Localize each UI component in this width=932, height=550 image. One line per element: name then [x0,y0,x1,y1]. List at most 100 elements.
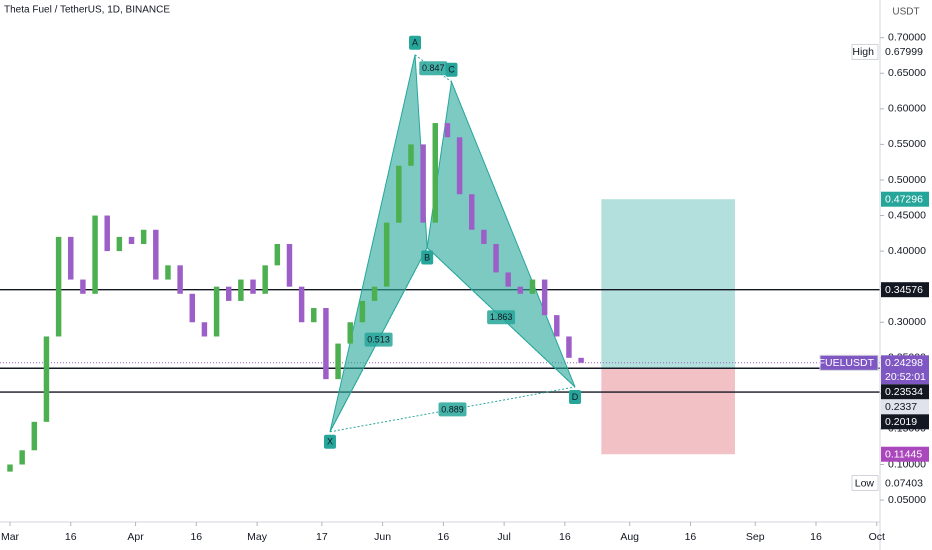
price-tag-label: 0.47296 [885,193,923,205]
price-tag-box [881,399,929,415]
candle-body [432,123,439,223]
pattern-point-label: D [572,392,579,402]
price-tag-box [881,282,929,298]
target-zone [601,199,736,369]
candle-body [7,464,13,472]
candle-body [31,421,38,451]
x-tick-label: Oct [869,531,885,543]
x-tick-label: Mar [1,531,20,543]
candle-body [116,236,123,252]
pattern-point-label: X [327,437,333,447]
candle-body [298,286,305,323]
side-tag-label: Low [855,477,875,489]
stop-zone [601,368,736,455]
x-tick-label: 16 [65,531,77,543]
ratio-label: 0.513 [367,335,390,345]
pattern-point-box [409,35,422,50]
plot-area: X A B C D 0.513 0.847 1.863 0.889 [0,35,880,472]
candle-body [517,286,524,294]
price-tag-box [881,191,929,207]
candle-body [225,286,232,301]
candle-body [189,293,195,323]
candle-body [128,236,135,244]
price-tag-label: 0.2337 [885,401,917,413]
candle-body [19,450,25,465]
price-tag-box [881,414,929,430]
candle-body [165,265,171,280]
candle-body [468,194,475,230]
ratio-label: 0.889 [441,404,464,414]
ratio-box [438,402,467,417]
candle-body [493,243,499,273]
candle-body [92,215,98,294]
price-tag-label: 0.23534 [885,386,923,398]
candle-body [140,229,147,244]
price-tag-box [881,446,929,462]
candle-body [177,265,183,294]
candle-body [456,137,463,195]
candle-body [554,315,560,337]
x-tick-label: May [247,531,268,543]
pattern-point-box [421,250,434,265]
candle-body [213,286,220,337]
x-tick-label: Apr [127,531,144,543]
x-tick-label: Aug [620,531,639,543]
candle-body [529,279,536,294]
ratio-box [487,310,516,325]
candle-body [43,336,50,422]
candle-body [383,222,390,287]
candle-body [359,300,366,323]
candle-body [396,165,402,223]
x-tick-label: Jul [497,531,510,543]
candle-body [505,272,511,287]
candle-body [250,279,256,294]
x-tick-label: Jun [374,531,391,543]
y-tick-label: 0.45000 [888,209,926,221]
candle-body [408,144,414,166]
x-tick-label: 16 [559,531,571,543]
pattern-point-box [445,62,458,77]
candle-body [578,357,584,363]
candle-body [323,308,329,380]
pattern-point-label: C [448,65,455,75]
side-tag-box [851,43,879,60]
y-tick-label: 0.05000 [888,494,926,506]
x-tick-label: 16 [190,531,202,543]
price-tag-box [881,355,929,371]
pattern-point-box [323,434,336,449]
candle-body [153,229,159,280]
x-tick-label: 17 [316,531,328,543]
chart-title: Theta Fuel / TetherUS, 1D, BINANCE [4,5,170,16]
candle-body [371,286,378,301]
candle-body [55,236,62,337]
pattern-ratio-line [414,54,452,83]
candle-body [420,144,426,223]
x-tick-label: 16 [685,531,697,543]
y-tick-label: 0.70000 [888,31,926,43]
price-tag-label: 0.2019 [885,416,917,428]
candle-body [80,279,86,294]
y-tick-label: 0.40000 [888,245,926,257]
price-tag-box [881,44,929,60]
candle-body [444,123,451,138]
pattern-point-label: A [412,38,418,48]
candle-body [481,229,487,244]
candle-body [104,215,110,252]
ratio-box [419,61,448,76]
currency-label: USDT [892,7,919,18]
ratio-label: 1.863 [490,312,513,322]
ratio-box [364,332,393,347]
side-tag-box [851,474,879,491]
candle-body [274,243,281,266]
side-tag-label: TFUELUSDT [812,357,874,369]
price-tag-label: 0.11445 [885,449,922,461]
price-tag-label: 0.24298 [885,357,923,369]
price-tag-label: 0.34576 [885,284,923,296]
candle-body [541,279,548,316]
candle-body [238,279,244,301]
candle-body [311,308,317,323]
y-tick-label: 0.50000 [888,174,926,186]
candle-body [335,343,341,380]
candle-body [347,322,353,344]
